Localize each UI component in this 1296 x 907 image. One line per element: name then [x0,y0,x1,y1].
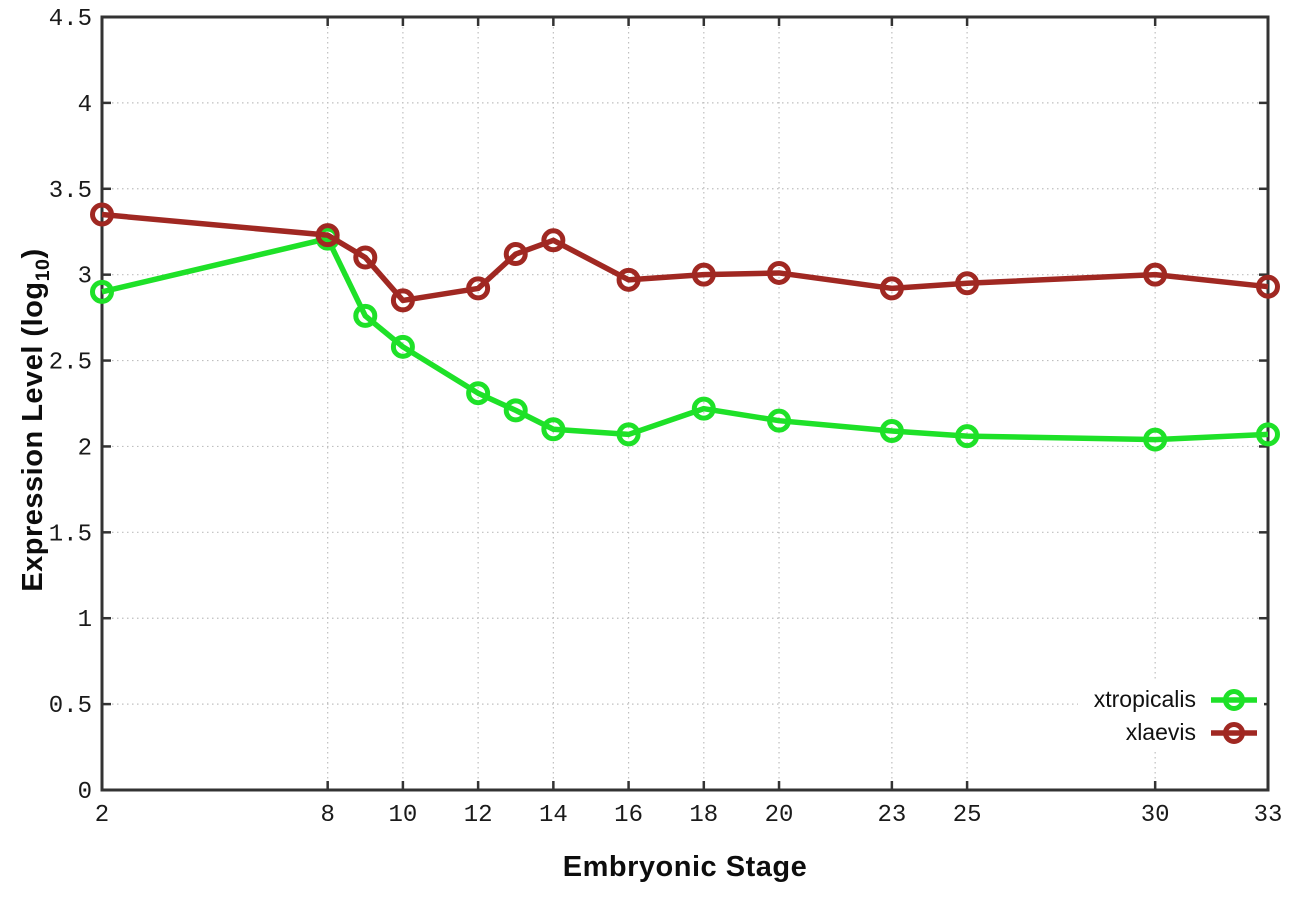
y-tick-label: 2 [78,435,92,462]
y-tick-label: 2.5 [49,350,92,377]
y-axis-title-subscript: 10 [31,258,54,282]
y-axis-title-text: Expression Level (log [17,281,50,592]
data-point-xtropicalis [1143,427,1168,452]
data-point-xlaevis [616,267,641,292]
x-tick-label: 2 [95,802,109,829]
data-point-xlaevis [1256,274,1280,299]
y-tick-label: 0.5 [49,693,92,720]
x-tick-label: 33 [1254,802,1283,829]
x-tick-label: 16 [614,802,643,829]
legend-sample-marker [1223,688,1245,711]
y-tick-label: 0 [78,779,92,806]
data-point-xtropicalis [616,422,641,447]
data-point-xtropicalis [767,408,792,433]
data-point-xlaevis [315,223,340,248]
y-axis-title: Expression Level (log10) [17,248,55,591]
data-point-xlaevis [879,276,904,301]
x-tick-label: 8 [320,802,334,829]
data-point-xlaevis [466,276,491,301]
x-tick-label: 12 [464,802,493,829]
y-tick-label: 3 [78,264,92,291]
x-tick-label: 18 [689,802,718,829]
series-sample-icon [1211,688,1257,711]
data-point-xlaevis [955,271,980,296]
x-tick-label: 30 [1141,802,1170,829]
data-point-xtropicalis [353,303,378,328]
data-point-xlaevis [767,260,792,285]
y-tick-label: 4.5 [49,6,92,33]
data-point-xtropicalis [955,424,980,449]
data-point-xtropicalis [503,398,528,423]
data-point-xtropicalis [1256,422,1280,447]
y-tick-label: 4 [78,92,92,119]
series-line-xlaevis [101,211,1269,304]
plot-border [100,15,1270,792]
y-tick-label: 1 [78,607,92,634]
data-point-xtropicalis [390,334,415,359]
data-point-xlaevis [541,228,566,253]
y-axis-title-suffix: ) [17,248,50,259]
x-axis-title: Embryonic Stage [562,851,808,883]
legend: xtropicalis xlaevis [1077,681,1264,751]
x-tick-label: 23 [877,802,906,829]
data-point-xtropicalis [466,381,491,406]
y-tick-label: 1.5 [49,521,92,548]
x-tick-label: 25 [953,802,982,829]
series-sample-icon [1211,721,1257,744]
legend-label-xlaevis: xlaevis [1125,719,1196,745]
data-point-xlaevis [691,262,716,287]
data-point-xlaevis [353,245,378,270]
x-tick-label: 10 [388,802,417,829]
data-point-xtropicalis [90,279,114,304]
data-point-xtropicalis [541,417,566,442]
data-point-xlaevis [90,202,114,227]
series-line-xtropicalis [101,235,1269,443]
x-tick-label: 20 [765,802,794,829]
y-tick-label: 3.5 [49,178,92,205]
legend-item-xlaevis: xlaevis [1094,716,1260,749]
legend-label-xtropicalis: xtropicalis [1093,686,1196,712]
data-point-xlaevis [1143,262,1168,287]
data-point-xtropicalis [879,418,904,443]
data-point-xlaevis [390,288,415,313]
legend-item-xtropicalis: xtropicalis [1094,683,1260,716]
x-tick-label: 14 [539,802,568,829]
data-point-xtropicalis [691,396,716,421]
data-point-xlaevis [503,242,528,267]
legend-sample-marker [1223,721,1245,744]
